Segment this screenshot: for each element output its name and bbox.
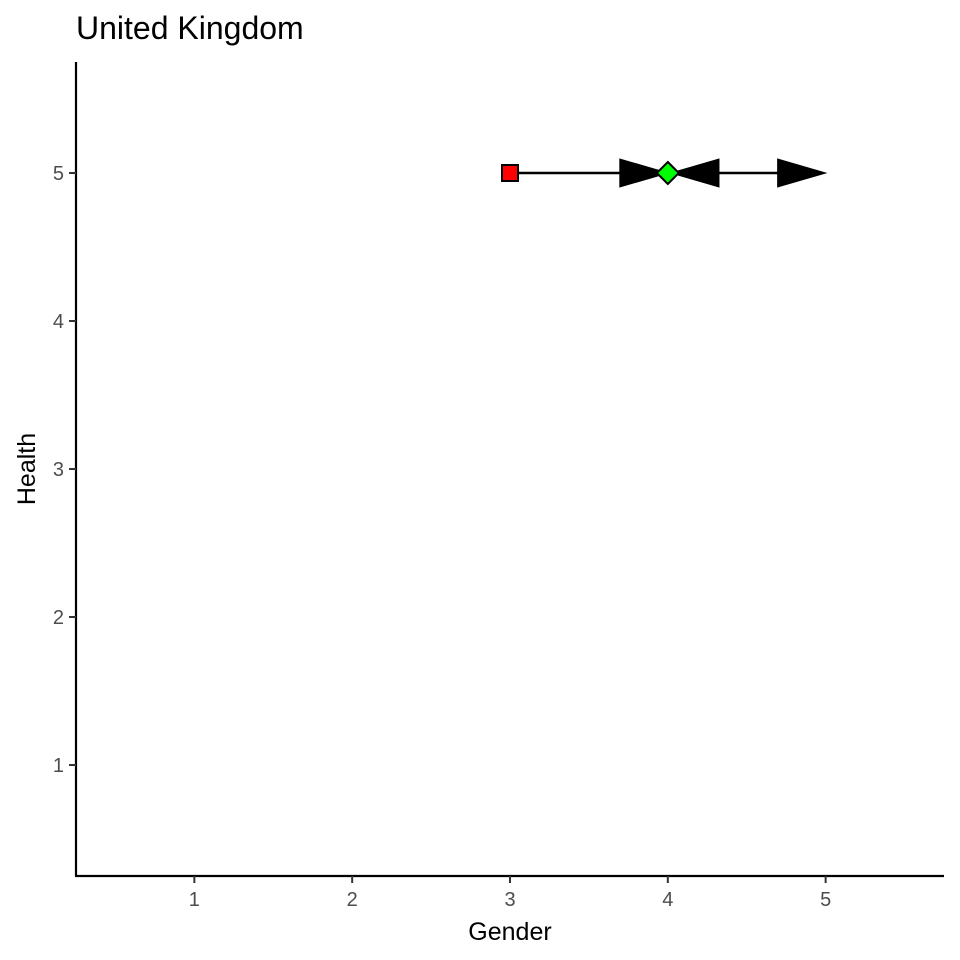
square-point	[501, 164, 519, 182]
chart-title: United Kingdom	[76, 10, 304, 46]
x-axis-label: Gender	[468, 918, 551, 946]
y-axis-label: Health	[13, 433, 41, 505]
y-tick-label: 5	[53, 163, 64, 185]
diamond-point	[655, 160, 681, 186]
x-tick-label: 1	[189, 889, 200, 911]
y-tick-label: 3	[53, 459, 64, 481]
x-tick-label: 2	[347, 889, 358, 911]
x-tick-label: 3	[504, 889, 515, 911]
point-layer	[501, 160, 681, 186]
arrow-head	[777, 158, 828, 188]
y-axis-ticks: 1 2 3 4 5	[53, 163, 76, 777]
x-tick-label: 5	[820, 889, 831, 911]
y-tick-label: 4	[53, 311, 64, 333]
y-tick-label: 2	[53, 607, 64, 629]
x-axis-ticks: 1 2 3 4 5	[189, 876, 831, 911]
y-tick-label: 1	[53, 755, 64, 777]
x-tick-label: 4	[662, 889, 673, 911]
arrow-head	[619, 158, 670, 188]
arrow-layer	[510, 158, 828, 188]
